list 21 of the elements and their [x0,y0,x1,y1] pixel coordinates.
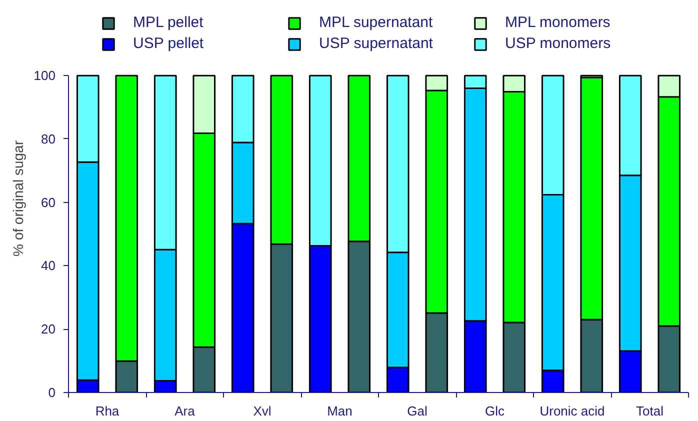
legend-label: USP monomers [505,35,612,52]
y-tick-label: 60 [41,194,56,210]
x-tick-label: Man [327,404,352,418]
x-tick-label: Glc [485,404,505,418]
x-tick-label: Rha [95,404,120,418]
legend-label: USP supernatant [319,35,434,52]
x-tick-label: Gal [407,404,428,418]
y-tick-label: 100 [34,68,56,84]
legend-label: MPL monomers [505,14,612,31]
legend-label: USP pellet [133,35,205,52]
legend-label: MPL pellet [133,14,204,31]
x-tick-label: Total [636,404,664,418]
y-tick-label: 40 [41,258,56,274]
y-axis-title: % of original sugar [10,140,26,256]
y-tick-label: 0 [48,385,56,400]
x-tick-label: Uronic acid [540,404,605,418]
x-tick-label: Ara [174,404,196,418]
y-tick-label: 20 [41,322,56,337]
x-tick-label: Xvl [253,404,272,418]
legend-label: MPL supernatant [319,14,434,31]
y-tick-label: 80 [41,131,56,146]
